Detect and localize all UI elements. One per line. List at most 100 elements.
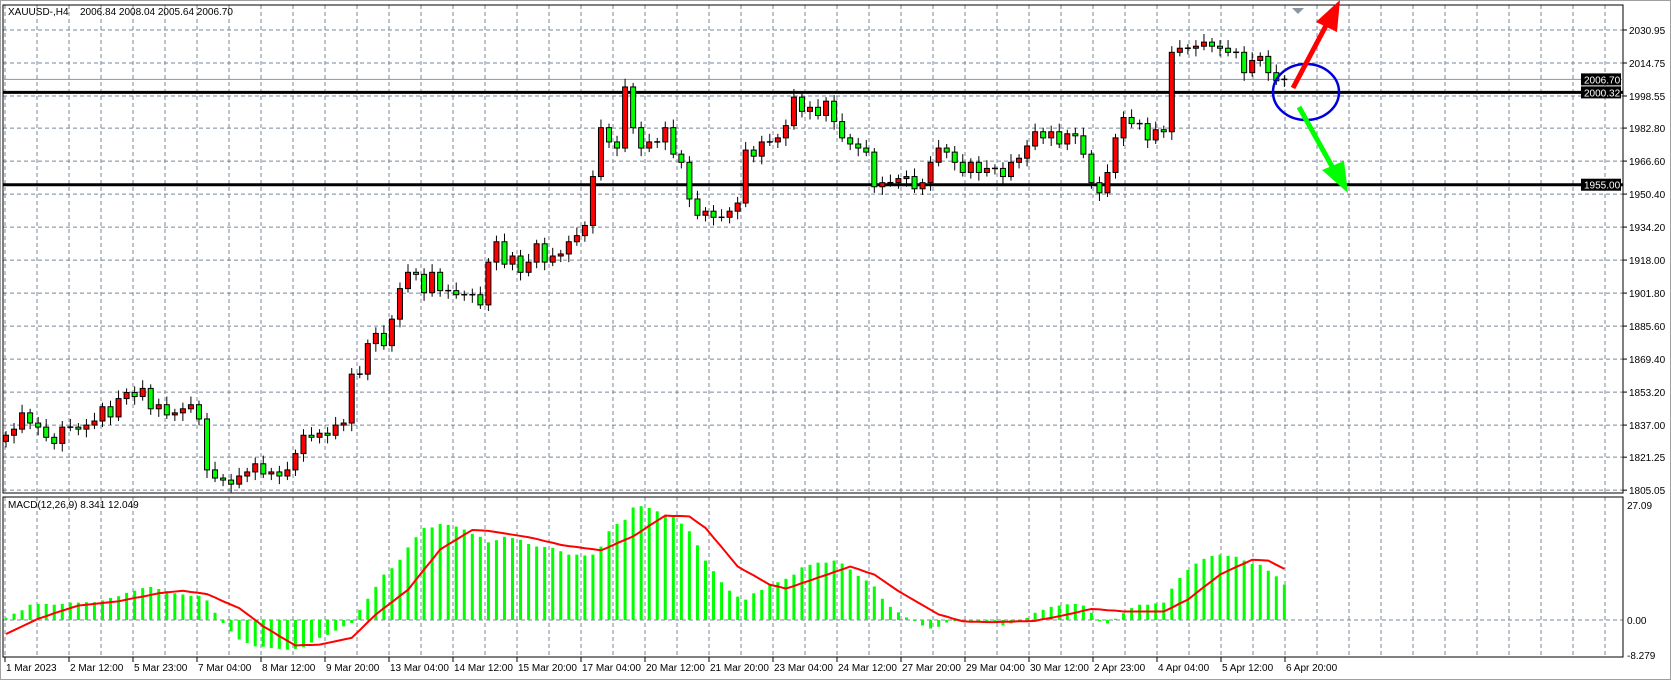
- annotations[interactable]: [1271, 0, 1348, 193]
- candle-body: [155, 404, 162, 410]
- macd-bar: [494, 540, 498, 620]
- candle: [1024, 139, 1031, 167]
- macd-title: MACD(12,26,9) 8.341 12.049: [8, 500, 139, 511]
- macd-bar: [125, 592, 129, 620]
- price-panel[interactable]: XAUUSD-,H4 2006.84 2008.04 2005.64 2006.…: [2, 4, 1624, 494]
- candle-body: [300, 434, 307, 455]
- candle-body: [1040, 131, 1047, 139]
- macd-bar: [776, 582, 780, 620]
- candle: [959, 154, 966, 177]
- candle: [99, 402, 106, 428]
- candle-body: [268, 471, 275, 475]
- macd-bar: [800, 567, 804, 620]
- candle: [606, 123, 612, 149]
- candle: [919, 178, 926, 195]
- candle: [1088, 150, 1095, 189]
- macd-panel[interactable]: MACD(12,26,9) 8.341 12.049: [2, 496, 1624, 658]
- candle: [220, 473, 227, 487]
- macd-bar: [728, 590, 732, 620]
- candle-body: [1024, 145, 1031, 159]
- time-tick-label: 17 Mar 04:00: [582, 663, 641, 674]
- candle-body: [236, 475, 243, 485]
- candle-body: [1064, 133, 1071, 145]
- candle: [300, 429, 307, 462]
- candle-body: [1104, 171, 1111, 194]
- level-labels: 2006.70 2000.32 1955.00: [1581, 73, 1621, 192]
- candle: [91, 412, 98, 430]
- candle: [396, 282, 403, 328]
- candle: [847, 133, 854, 151]
- candle-body: [107, 406, 114, 418]
- candle: [1128, 109, 1135, 128]
- macd-bar: [141, 588, 145, 620]
- candle: [429, 264, 436, 297]
- candle: [469, 288, 476, 303]
- time-tick-label: 6 Apr 20:00: [1286, 663, 1338, 674]
- price-tick-label: 1805.05: [1629, 486, 1666, 497]
- macd-bar: [277, 620, 281, 649]
- candle: [348, 368, 355, 432]
- macd-bar: [68, 602, 72, 620]
- candle-body: [879, 182, 886, 188]
- price-tick-label: 1821.25: [1629, 453, 1666, 464]
- candle: [332, 416, 339, 440]
- macd-bar: [575, 554, 579, 620]
- up-arrow-icon[interactable]: [1290, 16, 1333, 90]
- macd-bar: [422, 527, 426, 620]
- candle-body: [525, 261, 532, 273]
- candle: [871, 148, 878, 193]
- candle: [485, 258, 492, 312]
- candle-body: [1192, 45, 1199, 49]
- candle-body: [638, 127, 645, 149]
- candle-body: [758, 141, 765, 157]
- candle: [212, 461, 219, 483]
- chart-symbol: XAUUSD-,H4: [8, 7, 69, 18]
- macd-bar: [527, 544, 531, 620]
- candle: [533, 239, 540, 269]
- candle: [911, 168, 918, 193]
- macd-bar: [824, 562, 828, 620]
- candle: [815, 99, 822, 120]
- macd-bar: [695, 545, 699, 620]
- candle-body: [911, 176, 918, 190]
- candle-body: [573, 235, 580, 243]
- down-arrow-icon[interactable]: [1296, 105, 1337, 172]
- candle: [670, 119, 677, 159]
- macd-bar: [768, 584, 772, 620]
- candle: [139, 380, 146, 401]
- candle: [662, 121, 669, 151]
- candle-body: [1168, 51, 1175, 133]
- candle-body: [163, 404, 170, 416]
- candle-body: [1176, 47, 1183, 53]
- macd-histogram: [4, 506, 1286, 650]
- candle-body: [839, 121, 846, 139]
- candle-body: [123, 391, 130, 400]
- candle-body: [316, 432, 323, 438]
- candle: [638, 121, 645, 157]
- candle-body: [871, 151, 878, 188]
- candle-body: [276, 471, 283, 477]
- candle: [421, 268, 428, 301]
- candle: [975, 156, 982, 181]
- candle: [991, 164, 998, 175]
- candle: [855, 137, 862, 157]
- candle: [1064, 129, 1071, 151]
- candle: [477, 286, 484, 309]
- candle-body: [1120, 116, 1127, 139]
- candle-body: [171, 412, 178, 416]
- candle: [726, 207, 733, 224]
- horizontal-levels[interactable]: [3, 78, 1623, 187]
- candle-body: [372, 332, 379, 345]
- macd-bar: [631, 507, 635, 620]
- price-axis: 2030.95 2014.75 1998.55 1982.80 1966.60 1950.…: [1623, 26, 1666, 497]
- macd-bar: [462, 529, 466, 620]
- macd-bar: [454, 526, 458, 620]
- candle: [983, 160, 990, 177]
- candle-body: [195, 404, 202, 420]
- macd-bar: [945, 620, 949, 623]
- candle: [887, 174, 894, 187]
- chart-shift-marker-icon[interactable]: [1292, 8, 1304, 14]
- macd-bar: [173, 593, 177, 620]
- price-tick-label: 1885.60: [1629, 322, 1666, 333]
